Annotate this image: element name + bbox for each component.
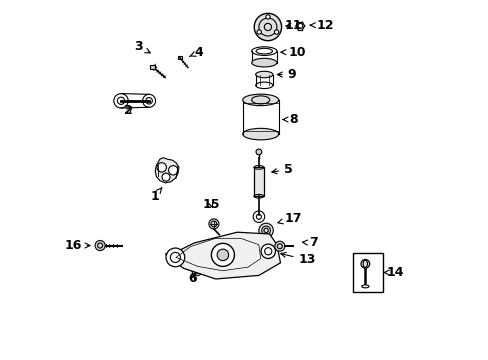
Text: 9: 9 xyxy=(277,68,296,81)
Ellipse shape xyxy=(251,58,276,67)
Circle shape xyxy=(256,149,261,155)
Text: 13: 13 xyxy=(280,252,315,266)
Circle shape xyxy=(168,166,178,175)
Bar xyxy=(177,56,182,59)
Circle shape xyxy=(254,13,281,41)
Circle shape xyxy=(95,240,105,251)
Bar xyxy=(253,167,264,196)
Text: 6: 6 xyxy=(187,273,196,285)
Text: 17: 17 xyxy=(277,212,301,225)
Bar xyxy=(352,253,382,292)
Text: 2: 2 xyxy=(124,104,133,117)
Circle shape xyxy=(261,244,275,258)
Circle shape xyxy=(274,241,284,251)
Circle shape xyxy=(157,163,166,172)
Text: 10: 10 xyxy=(280,46,305,59)
Text: 15: 15 xyxy=(202,198,220,211)
Text: 12: 12 xyxy=(310,19,333,32)
Ellipse shape xyxy=(242,128,278,140)
Bar xyxy=(150,65,155,68)
Circle shape xyxy=(217,249,228,261)
Circle shape xyxy=(211,243,234,266)
Ellipse shape xyxy=(242,94,278,105)
Circle shape xyxy=(274,30,278,34)
Circle shape xyxy=(166,248,184,267)
Polygon shape xyxy=(165,232,280,279)
Text: 3: 3 xyxy=(134,40,150,53)
Text: 4: 4 xyxy=(189,46,203,59)
Text: 11: 11 xyxy=(284,19,301,32)
Text: 8: 8 xyxy=(283,113,298,126)
Circle shape xyxy=(162,173,170,181)
Text: 14: 14 xyxy=(383,266,404,279)
Circle shape xyxy=(265,15,269,19)
Circle shape xyxy=(360,260,369,268)
Circle shape xyxy=(208,219,219,229)
Text: 7: 7 xyxy=(302,237,317,249)
Text: 1: 1 xyxy=(150,188,162,203)
Text: 5: 5 xyxy=(271,163,292,176)
Text: 16: 16 xyxy=(64,239,90,252)
Polygon shape xyxy=(155,158,179,183)
Ellipse shape xyxy=(255,71,272,78)
Circle shape xyxy=(258,223,273,238)
Circle shape xyxy=(257,30,261,34)
Circle shape xyxy=(192,266,202,276)
